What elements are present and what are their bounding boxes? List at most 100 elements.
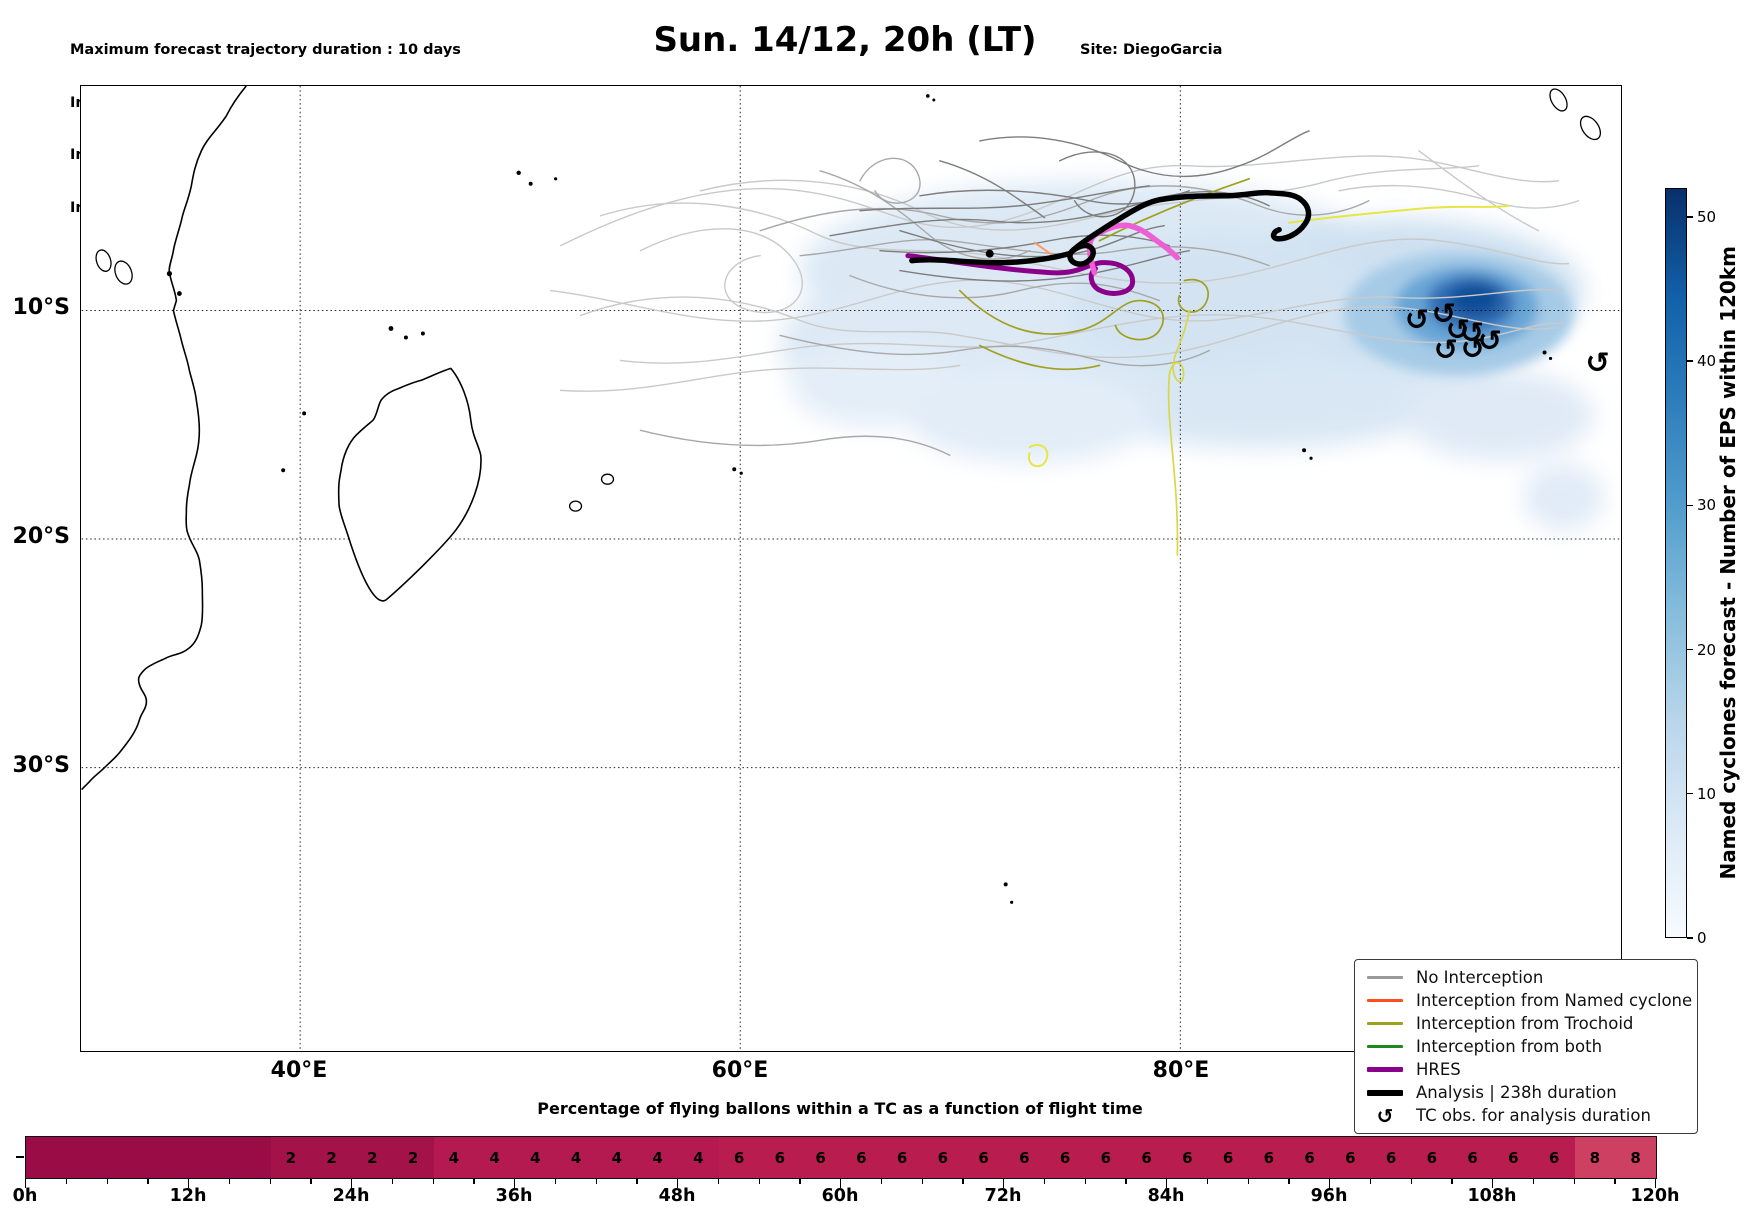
tc-obs-icon: ↺ bbox=[1405, 302, 1429, 336]
flight-bar-cell: 6 bbox=[1182, 1148, 1193, 1167]
legend-line-swatch bbox=[1367, 1045, 1403, 1048]
lat-tick-label: 30°S bbox=[12, 753, 70, 778]
flight-bar-tick-label: 96h bbox=[1310, 1186, 1348, 1206]
eps-trajectories-mid bbox=[639, 157, 1370, 456]
flight-bar-minor-tick bbox=[1614, 1179, 1616, 1184]
tc-obs-icon: ↺ bbox=[1461, 331, 1485, 365]
colorbar-tick-label: 30 bbox=[1697, 496, 1717, 515]
flight-bar-cell: 6 bbox=[1141, 1148, 1152, 1167]
colorbar-tick bbox=[1687, 648, 1693, 651]
flight-bar-tick-label: 48h bbox=[658, 1186, 696, 1206]
flight-bar-minor-tick bbox=[1369, 1179, 1372, 1184]
legend-item-label: Interception from Named cyclone bbox=[1416, 991, 1693, 1010]
flight-bar-minor-tick bbox=[228, 1179, 231, 1184]
colorbar-tick bbox=[1687, 793, 1693, 795]
legend-line-swatch bbox=[1367, 976, 1403, 979]
tc-obs-icon: ↺ bbox=[1446, 312, 1470, 346]
flight-bar-cell: 6 bbox=[733, 1148, 745, 1167]
legend-item: HRES bbox=[1367, 1060, 1687, 1079]
africa-coastline bbox=[81, 86, 247, 791]
flight-bar-cell: 4 bbox=[489, 1148, 500, 1167]
colorbar-tick-label: 0 bbox=[1697, 929, 1707, 947]
legend-item: Analysis | 238h duration bbox=[1367, 1083, 1687, 1102]
flight-bar-segment: 2 2 2 2 bbox=[270, 1137, 434, 1178]
legend-item-label: No Interception bbox=[1416, 968, 1544, 987]
legend-item-label: Interception from both bbox=[1416, 1037, 1603, 1056]
flight-bar-cell: 6 bbox=[815, 1148, 826, 1167]
flight-bar-title: Percentage of flying ballons within a TC… bbox=[537, 1099, 1143, 1118]
flight-bar-cell: 4 bbox=[693, 1148, 704, 1167]
flight-bar-major-tick bbox=[1492, 1179, 1494, 1188]
flight-bar-cell: 4 bbox=[448, 1148, 460, 1167]
density-core bbox=[1343, 251, 1574, 376]
flight-bar-major-tick bbox=[351, 1179, 353, 1188]
lat-tick-label: 20°S bbox=[12, 524, 70, 549]
colorbar-tick-label: 20 bbox=[1697, 640, 1717, 659]
flight-bar-tick-label: 120h bbox=[1630, 1186, 1680, 1206]
legend-item-label: HRES bbox=[1416, 1060, 1461, 1079]
colorbar-tick-label: 40 bbox=[1697, 352, 1717, 371]
flight-bar-minor-tick bbox=[310, 1179, 312, 1184]
flight-bar-cell: 4 bbox=[530, 1148, 541, 1167]
flight-bar-minor-tick bbox=[269, 1179, 271, 1184]
legend-item-label: Analysis | 238h duration bbox=[1416, 1083, 1617, 1102]
flight-bar-major-tick bbox=[1655, 1179, 1657, 1188]
legend-item-label: Interception from Trochoid bbox=[1416, 1014, 1634, 1033]
flight-bar-cell: 6 bbox=[1467, 1148, 1478, 1167]
flight-bar-tick-label: 24h bbox=[332, 1186, 370, 1206]
colorbar-tick bbox=[1687, 504, 1693, 506]
flight-bar-cell: 4 bbox=[611, 1148, 623, 1167]
flight-bar-minor-tick bbox=[1247, 1179, 1249, 1184]
flight-bar-minor-tick bbox=[1125, 1179, 1127, 1184]
flight-bar-minor-tick bbox=[65, 1179, 68, 1184]
flight-bar-major-tick bbox=[514, 1179, 516, 1188]
flight-bar-minor-tick bbox=[1288, 1179, 1290, 1184]
graticule bbox=[81, 86, 1621, 1051]
max-duration-text: Maximum forecast trajectory duration : 1… bbox=[70, 42, 461, 58]
colorbar bbox=[1665, 188, 1687, 938]
tc-obs-markers: ↺ ↺ ↺ ↺ ↺ ↺ ↺ ↺ bbox=[1405, 297, 1610, 380]
colorbar-label: Named cyclones forecast - Number of EPS … bbox=[1716, 246, 1740, 880]
flight-bar-minor-tick bbox=[147, 1179, 149, 1184]
flight-bar-minor-tick bbox=[1410, 1179, 1412, 1184]
trochoid-trajectories bbox=[958, 177, 1510, 556]
legend-line bbox=[1367, 1067, 1403, 1072]
density-heatmap bbox=[780, 180, 1604, 531]
flight-bar-minor-tick bbox=[921, 1179, 923, 1184]
flight-bar-cell: 2 bbox=[367, 1148, 378, 1167]
flight-bar-cell: 6 bbox=[1263, 1148, 1275, 1167]
coastlines bbox=[81, 86, 1602, 904]
flight-bar-cell: 6 bbox=[1222, 1148, 1234, 1167]
legend-line-swatch bbox=[1367, 1067, 1403, 1072]
legend-line-swatch bbox=[1367, 1022, 1403, 1025]
flight-bar-minor-tick bbox=[636, 1179, 638, 1184]
site-text: Site: DiegoGarcia bbox=[1080, 42, 1223, 58]
legend-line bbox=[1367, 1022, 1403, 1025]
legend-line-swatch bbox=[1367, 1089, 1403, 1096]
flight-bar-minor-tick bbox=[473, 1179, 475, 1184]
colorbar-tick bbox=[1687, 216, 1693, 218]
flight-bar-cell: 6 bbox=[937, 1148, 949, 1167]
flight-bar-minor-tick bbox=[880, 1179, 883, 1184]
flight-bar-cell: 8 bbox=[1589, 1148, 1601, 1167]
legend-item: ↺ TC obs. for analysis duration bbox=[1367, 1106, 1687, 1126]
flight-bar-tick-label: 60h bbox=[821, 1186, 859, 1206]
flight-bar-minor-tick bbox=[1532, 1179, 1535, 1184]
flight-bar-minor-tick bbox=[1451, 1179, 1453, 1184]
colorbar-tick-label: 50 bbox=[1697, 207, 1717, 226]
flight-bar-minor-tick bbox=[554, 1179, 557, 1184]
flight-bar-cell: 6 bbox=[1508, 1148, 1519, 1167]
flight-bar-segment bbox=[26, 1137, 271, 1178]
flight-bar-cell: 6 bbox=[1548, 1148, 1560, 1167]
flight-bar-minor-tick bbox=[432, 1179, 434, 1184]
flight-bar-major-tick bbox=[1003, 1179, 1005, 1188]
flight-bar-cell: 2 bbox=[326, 1148, 337, 1167]
legend-line-swatch bbox=[1367, 999, 1403, 1002]
madagascar-island bbox=[337, 367, 482, 602]
legend-line bbox=[1367, 1089, 1403, 1096]
flight-bar-tick-label: 72h bbox=[984, 1186, 1022, 1206]
flight-bar-minor-tick bbox=[595, 1179, 597, 1184]
flight-bar-cell: 6 bbox=[1100, 1148, 1112, 1167]
